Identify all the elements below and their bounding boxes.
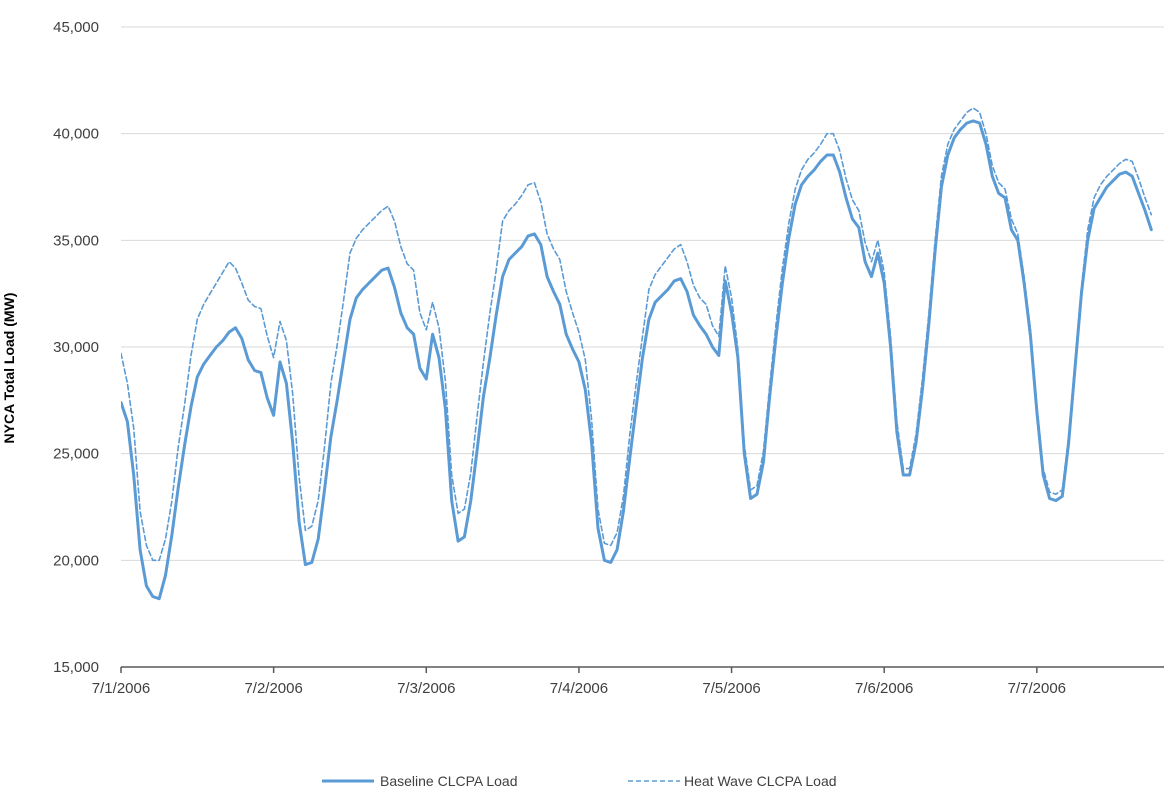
x-tick-label: 7/3/2006 [397, 680, 455, 697]
x-tick-label: 7/5/2006 [702, 680, 760, 697]
y-tick-label: 25,000 [53, 446, 99, 463]
x-axis: 7/1/2006 7/2/2006 7/3/2006 7/4/2006 7/5/2006… [92, 666, 1164, 697]
series-layer [121, 107, 1153, 601]
y-tick-label: 35,000 [53, 232, 99, 249]
y-axis-tick-labels: 15,000 20,000 25,000 30,000 35,000 40,000 45,0… [53, 19, 99, 676]
x-tick-label: 7/2/2006 [244, 680, 302, 697]
y-tick-label: 40,000 [53, 126, 99, 143]
legend: Baseline CLCPA Load Heat Wave CLCPA Load [322, 773, 837, 789]
x-tick-label: 7/4/2006 [550, 680, 608, 697]
y-tick-label: 20,000 [53, 552, 99, 569]
y-tick-label: 45,000 [53, 19, 99, 36]
series-line-baseline [121, 119, 1153, 601]
x-tick-label: 7/7/2006 [1008, 680, 1066, 697]
y-tick-label: 15,000 [53, 659, 99, 676]
x-tick-label: 7/1/2006 [92, 680, 150, 697]
gridlines [121, 26, 1164, 561]
legend-label-heatwave: Heat Wave CLCPA Load [684, 773, 837, 789]
x-tick-label: 7/6/2006 [855, 680, 913, 697]
y-axis-title: NYCA Total Load (MW) [1, 293, 17, 444]
series-line-heatwave [121, 107, 1153, 562]
legend-label-baseline: Baseline CLCPA Load [380, 773, 518, 789]
y-tick-label: 30,000 [53, 339, 99, 356]
